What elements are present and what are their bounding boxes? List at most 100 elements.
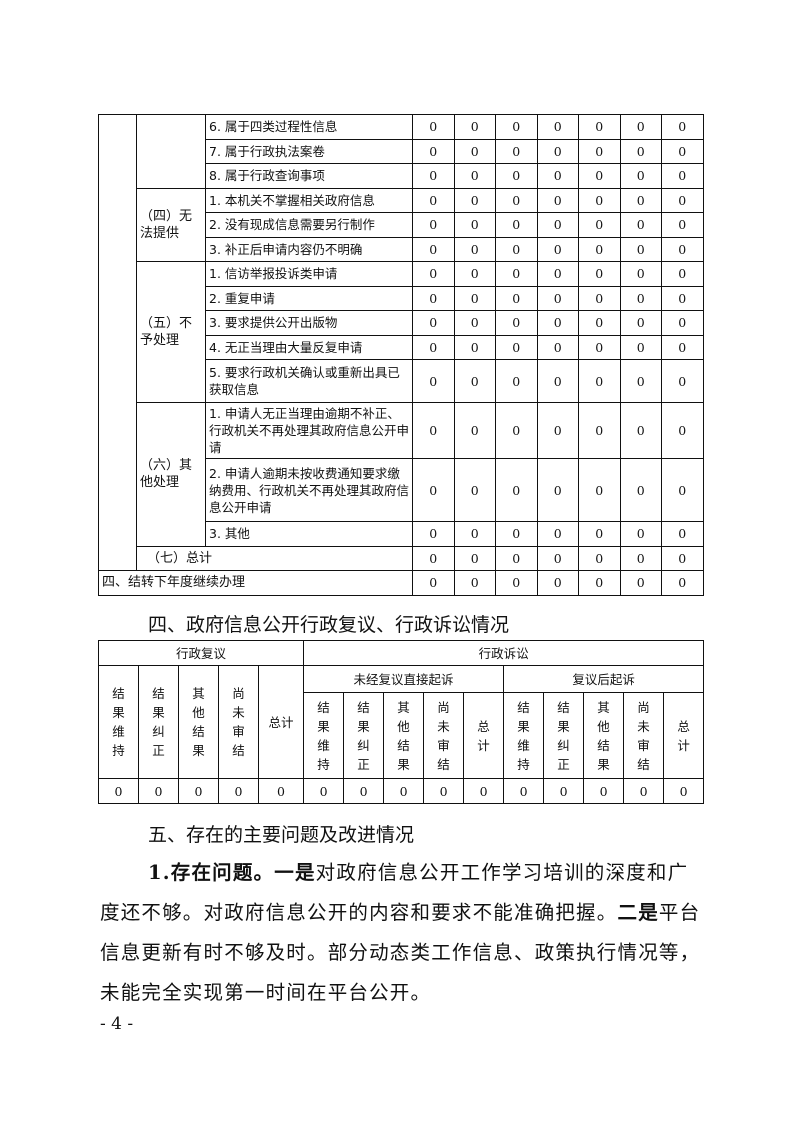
litigation-col-header: 总计	[663, 692, 705, 779]
value-cell: 0	[412, 359, 455, 403]
application-handling-table: 6. 属于四类过程性信息 0 0 0 0 0 0 0 7. 属于行政执法案卷 0 0 0 0 0 0 0 8. …	[98, 114, 704, 596]
vertical-header-text: 结果纠正	[557, 699, 570, 772]
value-cell: 0	[578, 359, 621, 403]
value-cell: 0	[303, 778, 345, 804]
vertical-header-text: 总计	[477, 718, 490, 753]
value-cell: 0	[412, 187, 455, 213]
outer-category-cell	[98, 114, 137, 571]
value-cell: 0	[412, 236, 455, 262]
value-cell: 0	[661, 402, 704, 459]
litigation-col-header: 尚未审结	[423, 692, 465, 779]
value-cell: 0	[412, 570, 455, 596]
vertical-header-text: 结果纠正	[152, 686, 165, 758]
value-cell: 0	[619, 359, 662, 403]
value-cell: 0	[619, 212, 662, 238]
value-cell: 0	[578, 570, 621, 596]
table-row: 7. 属于行政执法案卷 0 0 0 0 0 0 0	[99, 138, 704, 164]
row-item-label: 5. 要求行政机关确认或重新出具已获取信息	[205, 359, 413, 403]
value-cell: 0	[495, 261, 538, 287]
value-cell: 0	[453, 285, 496, 311]
value-cell: 0	[412, 114, 455, 140]
table-row: 5. 要求行政机关确认或重新出具已获取信息 0 0 0 0 0 0 0	[99, 359, 704, 403]
value-cell: 0	[661, 187, 704, 213]
table-row: （四）无法提供 1. 本机关不掌握相关政府信息 0 0 0 0 0 0 0	[99, 187, 704, 262]
value-cell: 0	[536, 285, 579, 311]
value-cell: 0	[495, 138, 538, 164]
value-cell: 0	[536, 187, 579, 213]
value-cell: 0	[536, 138, 579, 164]
value-cell: 0	[495, 334, 538, 360]
litigation-col-header: 结果维持	[503, 692, 545, 779]
group-label: （四）无法提供	[136, 187, 206, 262]
value-cell: 0	[536, 402, 579, 459]
value-cell: 0	[536, 261, 579, 287]
value-cell: 0	[536, 545, 579, 571]
review-col-header: 总计	[257, 665, 305, 779]
total-label: （七）总计	[136, 545, 413, 571]
value-cell: 0	[578, 334, 621, 360]
litigation-col-header: 结果维持	[303, 692, 345, 779]
section4-title: 四、政府信息公开行政复议、行政诉讼情况	[148, 614, 510, 636]
value-cell: 0	[503, 778, 545, 804]
value-cell: 0	[495, 236, 538, 262]
page-number: - 4 -	[100, 1014, 134, 1034]
litigation-col-header: 结果纠正	[543, 692, 585, 779]
value-cell: 0	[619, 458, 662, 522]
litigation-col-header: 其他结果	[383, 692, 425, 779]
problems-paragraph: 1.存在问题。一是对政府信息公开工作学习培训的深度和广度还不够。对政府信息公开的…	[100, 853, 705, 1013]
value-cell: 0	[619, 163, 662, 189]
value-cell: 0	[583, 778, 625, 804]
value-cell: 0	[453, 163, 496, 189]
value-cell: 0	[619, 570, 662, 596]
row-item-label: 1. 信访举报投诉类申请	[205, 261, 413, 287]
row-item-label: 2. 重复申请	[205, 285, 413, 311]
vertical-header-text: 总计	[677, 718, 690, 753]
value-cell: 0	[423, 778, 465, 804]
value-cell: 0	[578, 521, 621, 547]
table-row: 8. 属于行政查询事项 0 0 0 0 0 0 0	[99, 163, 704, 189]
value-cell: 0	[218, 778, 259, 804]
value-cell: 0	[578, 163, 621, 189]
value-cell: 0	[536, 212, 579, 238]
value-cell: 0	[663, 778, 705, 804]
review-col-header: 其他结果	[178, 665, 219, 779]
value-cell: 0	[453, 359, 496, 403]
table-row: 2. 申请人逾期未按收费通知要求缴纳费用、行政机关不再处理其政府信息公开申请 0 0…	[99, 458, 704, 522]
row-item-label: 2. 没有现成信息需要另行制作	[205, 212, 413, 238]
value-cell: 0	[178, 778, 219, 804]
review-col-header: 尚未审结	[218, 665, 259, 779]
section5-title: 五、存在的主要问题及改进情况	[148, 824, 415, 846]
table-row: 3. 要求提供公开出版物 0 0 0 0 0 0 0	[99, 310, 704, 336]
value-cell: 0	[495, 285, 538, 311]
value-cell: 0	[383, 778, 425, 804]
value-cell: 0	[453, 521, 496, 547]
value-cell: 0	[578, 545, 621, 571]
value-cell: 0	[623, 778, 665, 804]
vertical-header-text: 结果维持	[517, 699, 530, 772]
vertical-header-text: 其他结果	[192, 686, 205, 758]
point-one-text: 对政府信息公开工作学习培训的深度和广度还不够。对政府信息公开的内容和要求不能准确…	[100, 861, 689, 924]
value-cell: 0	[536, 359, 579, 403]
value-cell: 0	[661, 458, 704, 522]
value-cell: 0	[661, 261, 704, 287]
value-cell: 0	[453, 138, 496, 164]
value-cell: 0	[661, 570, 704, 596]
value-cell: 0	[619, 521, 662, 547]
review-col-header: 结果维持	[98, 665, 139, 779]
value-cell: 0	[578, 212, 621, 238]
value-cell: 0	[619, 261, 662, 287]
vertical-header-text: 尚未审结	[232, 686, 245, 758]
group-label	[136, 114, 206, 189]
value-cell: 0	[495, 163, 538, 189]
value-cell: 0	[619, 138, 662, 164]
point-two-label: 二是	[617, 901, 659, 924]
row-item-label: 8. 属于行政查询事项	[205, 163, 413, 189]
value-cell: 0	[619, 310, 662, 336]
row-item-label: 1. 本机关不掌握相关政府信息	[205, 187, 413, 213]
value-cell: 0	[619, 285, 662, 311]
value-cell: 0	[453, 570, 496, 596]
value-cell: 0	[495, 402, 538, 459]
value-cell: 0	[536, 236, 579, 262]
vertical-header-text: 结果维持	[112, 686, 125, 758]
value-cell: 0	[578, 236, 621, 262]
